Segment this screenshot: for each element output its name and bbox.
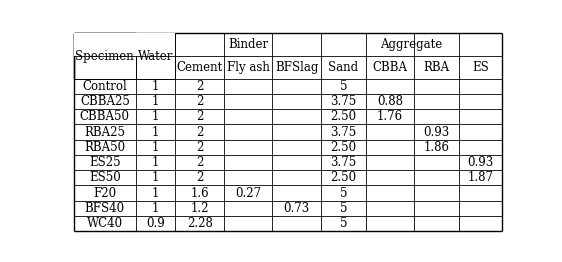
Text: 1: 1 [152,156,160,169]
Text: 2: 2 [196,95,203,108]
Text: 1: 1 [152,125,160,139]
Text: 2.28: 2.28 [187,217,212,230]
Bar [74,34,136,56]
Text: CBBA25: CBBA25 [80,95,130,108]
Text: 0.9: 0.9 [146,217,165,230]
Text: 2: 2 [196,80,203,93]
Text: 0.93: 0.93 [468,156,494,169]
Text: 2: 2 [196,171,203,184]
Text: RBA50: RBA50 [84,141,125,154]
Text: 1.86: 1.86 [424,141,450,154]
Text: 2.50: 2.50 [330,110,356,123]
Bar [136,34,175,56]
Text: 1: 1 [152,110,160,123]
Text: 1.2: 1.2 [191,202,209,215]
Text: 5: 5 [339,217,347,230]
Text: 5: 5 [339,202,347,215]
Text: 5: 5 [339,80,347,93]
Text: 2: 2 [196,141,203,154]
Text: Cement: Cement [176,61,223,74]
Text: Sand: Sand [328,61,359,74]
Text: ES50: ES50 [89,171,121,184]
Text: ES25: ES25 [89,156,121,169]
Text: 1.6: 1.6 [191,187,209,200]
Text: 3.75: 3.75 [330,95,356,108]
Text: 0.27: 0.27 [235,187,261,200]
Text: 0.93: 0.93 [424,125,450,139]
Text: Water: Water [138,50,174,63]
Text: Fly ash: Fly ash [227,61,270,74]
Text: 2: 2 [196,125,203,139]
Text: BFSlag: BFSlag [275,61,319,74]
Text: 0.88: 0.88 [377,95,403,108]
Text: 1: 1 [152,171,160,184]
Text: RBA25: RBA25 [84,125,125,139]
Text: RBA: RBA [424,61,450,74]
Text: Specimen: Specimen [75,50,134,63]
Text: 0.73: 0.73 [284,202,310,215]
Text: 1: 1 [152,187,160,200]
Text: CBBA50: CBBA50 [80,110,130,123]
Text: Control: Control [83,80,127,93]
Text: 1: 1 [152,95,160,108]
Text: 1.87: 1.87 [468,171,493,184]
Text: Aggregate: Aggregate [380,38,443,51]
Text: F20: F20 [93,187,116,200]
Text: ES: ES [472,61,489,74]
Text: CBBA: CBBA [373,61,407,74]
Text: 2.50: 2.50 [330,141,356,154]
Text: 2.50: 2.50 [330,171,356,184]
Text: 5: 5 [339,187,347,200]
Text: 1: 1 [152,202,160,215]
Text: WC40: WC40 [87,217,123,230]
Text: 1.76: 1.76 [377,110,403,123]
Text: BFS40: BFS40 [85,202,125,215]
Text: 3.75: 3.75 [330,125,356,139]
Text: 2: 2 [196,156,203,169]
Text: 3.75: 3.75 [330,156,356,169]
Text: Binder: Binder [228,38,268,51]
Text: 1: 1 [152,80,160,93]
Text: 1: 1 [152,141,160,154]
Text: 2: 2 [196,110,203,123]
